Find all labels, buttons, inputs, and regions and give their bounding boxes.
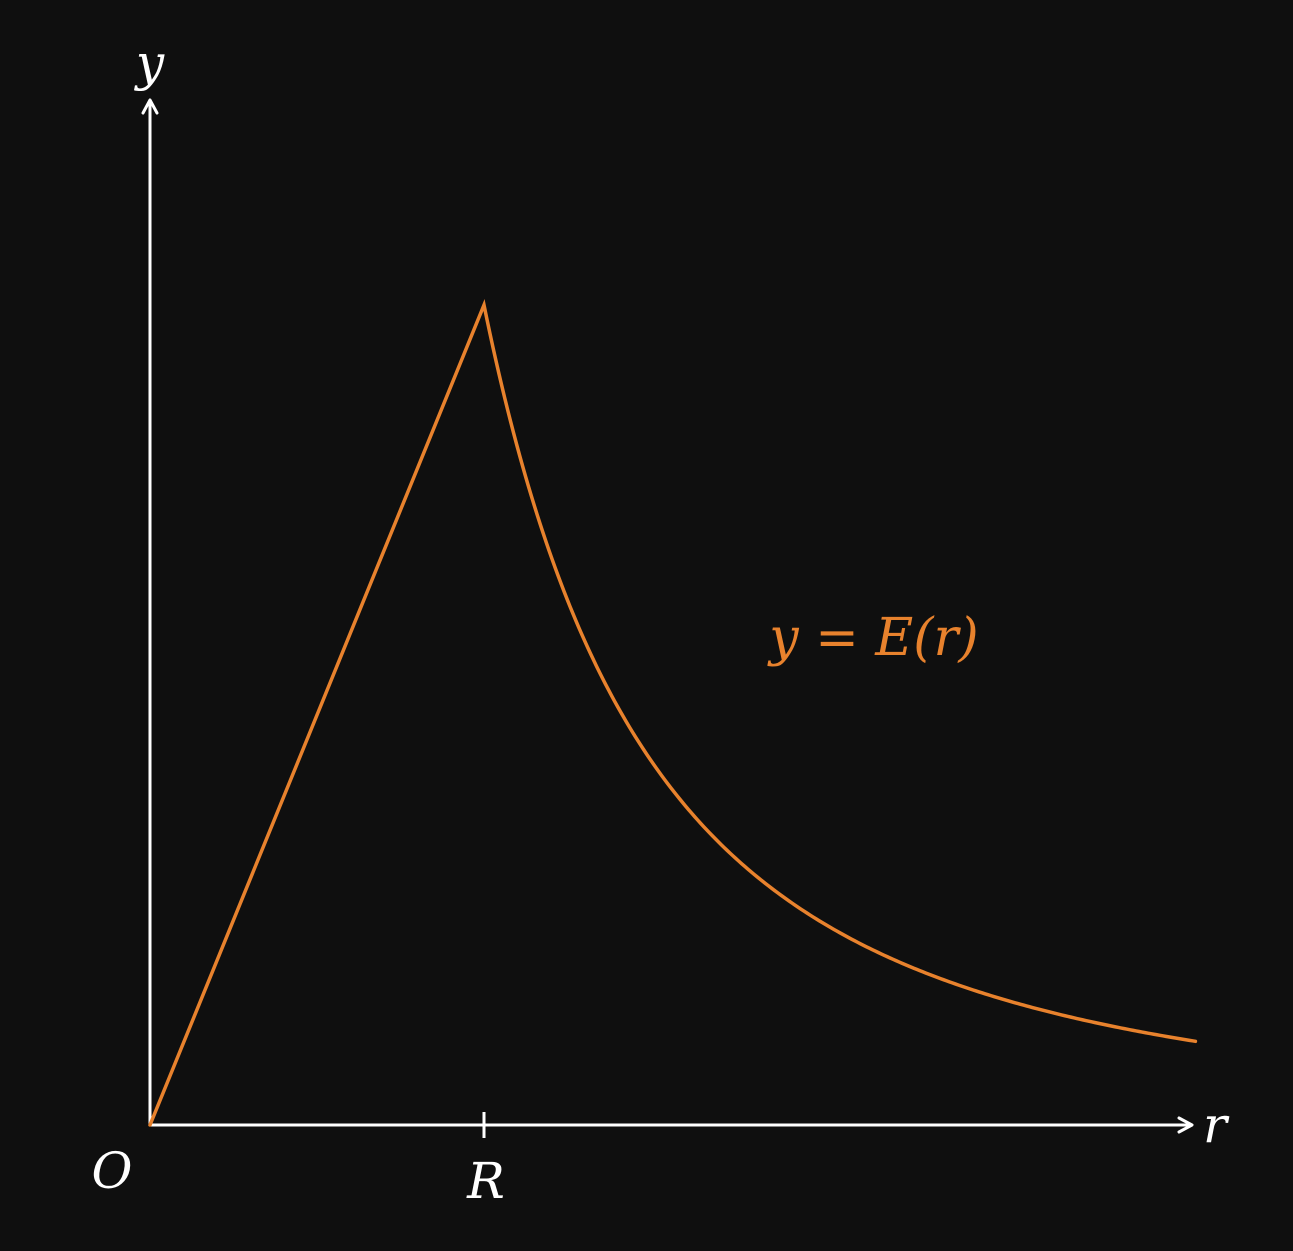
y-axis-label: y xyxy=(134,34,165,92)
x-axis-arrowhead xyxy=(1177,1116,1194,1134)
x-axis-label: r xyxy=(1203,1096,1230,1154)
series-label-E: y = E(r) xyxy=(767,608,978,668)
series-line-E xyxy=(148,299,1198,1127)
x-tick-label-R: R xyxy=(466,1152,505,1210)
origin-label: O xyxy=(92,1142,133,1200)
y-axis-arrowhead xyxy=(141,98,159,115)
